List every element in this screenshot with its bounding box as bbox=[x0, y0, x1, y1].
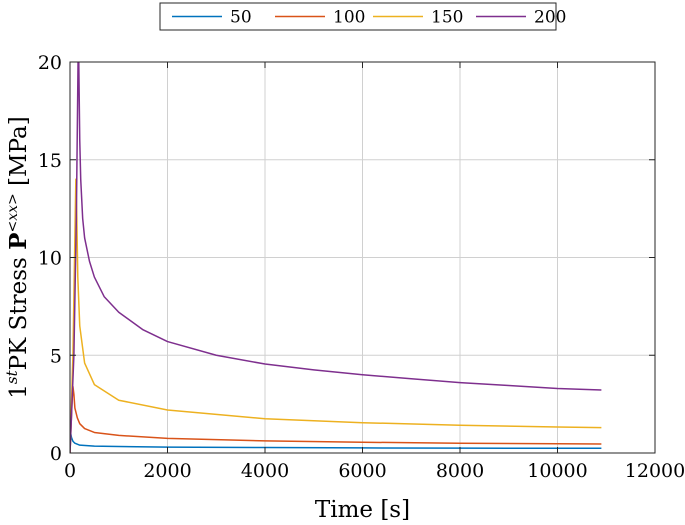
legend-label-150: 150 bbox=[431, 8, 463, 28]
x-tick-label: 4000 bbox=[241, 460, 289, 482]
y-axis-label-suffix: [MPa] bbox=[6, 116, 32, 193]
x-tick-label: 0 bbox=[64, 460, 76, 482]
grid bbox=[69, 61, 656, 454]
series-layer bbox=[70, 62, 602, 453]
y-axis-label: 1stPK Stress P<xx> [MPa] bbox=[3, 116, 32, 398]
legend: 50 100 150 200 bbox=[159, 2, 566, 31]
y-axis-label-prefix: 1 bbox=[6, 384, 32, 399]
y-axis-label-middle: PK Stress bbox=[6, 250, 32, 371]
y-tick-label: 0 bbox=[50, 443, 62, 465]
legend-label-100: 100 bbox=[333, 8, 365, 28]
y-axis-label-sup1: st bbox=[3, 369, 21, 384]
x-tick-label: 10000 bbox=[527, 460, 587, 482]
x-tick-label: 8000 bbox=[436, 460, 484, 482]
series-line-150 bbox=[70, 178, 602, 453]
y-tick-label: 15 bbox=[38, 150, 62, 172]
y-tick-label: 10 bbox=[38, 248, 62, 270]
y-axis-label-sup2: <xx> bbox=[5, 193, 21, 232]
x-axis-label: Time [s] bbox=[315, 497, 410, 523]
series-line-200 bbox=[70, 62, 602, 453]
x-tick-label: 6000 bbox=[338, 460, 386, 482]
legend-label-200: 200 bbox=[534, 8, 566, 28]
series-line-50 bbox=[70, 432, 602, 453]
x-tick-label: 12000 bbox=[625, 460, 685, 482]
ticks: 0 2000 4000 6000 8000 10000 12000 0 5 10 15 20 bbox=[38, 52, 685, 482]
y-tick-label: 5 bbox=[50, 345, 62, 367]
legend-label-50: 50 bbox=[230, 8, 252, 28]
x-tick-label: 2000 bbox=[143, 460, 191, 482]
series-line-100 bbox=[70, 385, 602, 453]
y-axis-label-bold: P bbox=[5, 233, 32, 250]
y-tick-label: 20 bbox=[38, 52, 62, 74]
